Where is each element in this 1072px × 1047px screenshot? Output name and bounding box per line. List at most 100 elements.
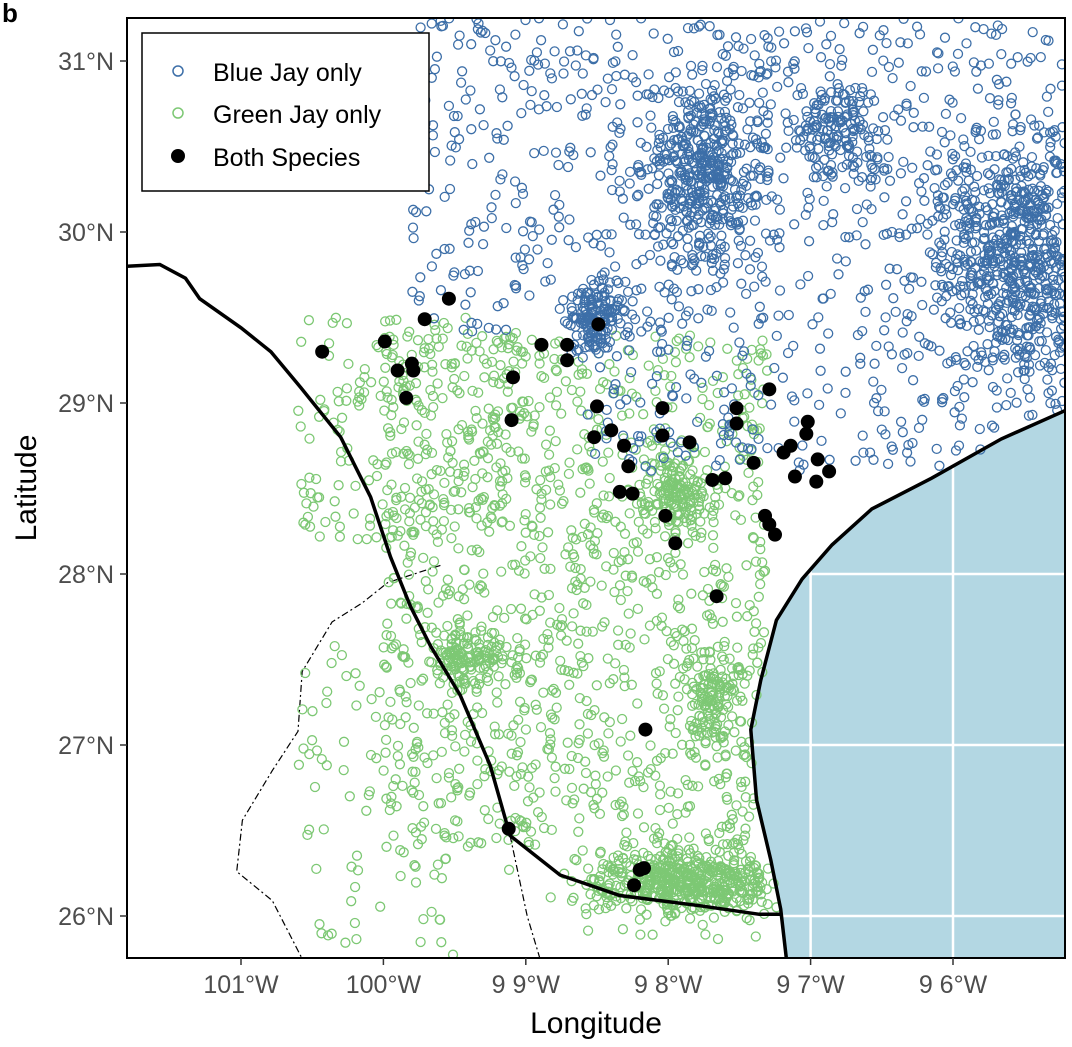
green-jay-point xyxy=(733,369,744,380)
blue-jay-point xyxy=(825,30,837,42)
green-jay-point xyxy=(712,387,723,399)
blue-jay-point xyxy=(801,106,812,117)
blue-jay-point xyxy=(719,106,731,118)
green-jay-point xyxy=(617,853,629,864)
blue-jay-point xyxy=(938,392,949,404)
blue-jay-point xyxy=(840,387,851,399)
green-jay-point xyxy=(650,523,661,534)
blue-jay-point xyxy=(1045,358,1057,369)
blue-jay-point xyxy=(615,99,626,110)
blue-jay-point xyxy=(772,81,783,93)
blue-jay-point xyxy=(545,68,556,79)
green-jay-point xyxy=(680,774,691,786)
both-species-point xyxy=(705,472,720,487)
blue-jay-point xyxy=(466,39,477,50)
blue-jay-point xyxy=(745,372,756,383)
blue-jay-point xyxy=(681,164,693,175)
green-jay-point xyxy=(379,719,391,731)
blue-jay-point xyxy=(1038,308,1049,319)
green-jay-point xyxy=(665,786,676,797)
blue-jay-point xyxy=(803,236,815,247)
blue-jay-point xyxy=(1029,120,1040,131)
green-jay-point xyxy=(427,390,439,402)
blue-jay-point xyxy=(952,265,964,276)
blue-jay-point xyxy=(913,422,925,434)
both-species-point xyxy=(617,438,632,453)
blue-jay-point xyxy=(478,119,489,131)
blue-jay-point xyxy=(932,190,944,201)
green-jay-point xyxy=(382,392,393,403)
blue-jay-point xyxy=(789,26,801,37)
green-jay-point xyxy=(382,618,393,629)
green-jay-point xyxy=(731,355,742,366)
green-jay-point xyxy=(546,752,558,763)
blue-jay-point xyxy=(865,174,876,186)
green-jay-point xyxy=(401,445,412,457)
y-tick-label: 27°N xyxy=(58,732,114,760)
green-jay-point xyxy=(696,527,707,538)
green-jay-point xyxy=(582,728,594,739)
blue-jay-point xyxy=(611,351,623,362)
blue-jay-point xyxy=(783,309,794,321)
green-jay-point xyxy=(589,874,600,885)
blue-jay-point xyxy=(1026,288,1037,299)
blue-jay-point xyxy=(907,162,918,173)
green-jay-point xyxy=(652,364,664,376)
green-jay-point xyxy=(378,642,389,653)
green-jay-point xyxy=(523,771,534,782)
green-jay-point xyxy=(739,749,751,760)
blue-jay-point xyxy=(1000,333,1011,344)
both-species-point xyxy=(441,291,456,306)
blue-jay-point xyxy=(841,140,852,151)
green-jay-point xyxy=(597,787,608,798)
blue-jay-point xyxy=(700,173,711,184)
blue-jay-point xyxy=(878,25,889,36)
green-jay-point xyxy=(572,444,583,455)
green-jay-point xyxy=(453,504,464,515)
green-jay-point xyxy=(757,350,769,361)
green-jay-point xyxy=(743,898,754,909)
green-jay-point xyxy=(510,559,521,570)
blue-jay-point xyxy=(1016,247,1027,258)
green-jay-point xyxy=(491,438,503,449)
green-jay-point xyxy=(723,850,734,861)
green-jay-point xyxy=(668,875,679,886)
blue-jay-point xyxy=(1025,114,1037,125)
blue-jay-point xyxy=(945,356,957,367)
green-jay-point xyxy=(752,489,763,501)
green-jay-point xyxy=(708,505,719,517)
green-jay-point xyxy=(425,384,436,396)
green-jay-point xyxy=(391,801,402,812)
green-jay-point xyxy=(364,513,376,524)
green-jay-point xyxy=(686,510,698,522)
green-jay-point xyxy=(454,388,465,399)
blue-jay-point xyxy=(582,409,593,420)
green-jay-point xyxy=(585,889,596,900)
green-jay-point xyxy=(488,370,500,381)
green-jay-point xyxy=(481,358,492,369)
green-jay-point xyxy=(453,591,464,602)
blue-jay-point xyxy=(916,276,927,287)
blue-jay-point xyxy=(766,42,777,53)
blue-jay-point xyxy=(707,150,718,161)
blue-jay-point xyxy=(1037,164,1049,176)
blue-jay-point xyxy=(999,247,1010,259)
blue-jay-point xyxy=(854,115,865,127)
green-jay-point xyxy=(615,385,626,396)
green-jay-point xyxy=(663,802,674,814)
blue-jay-point xyxy=(665,175,677,186)
green-jay-point xyxy=(446,730,458,742)
blue-jay-point xyxy=(682,335,693,346)
blue-jay-point xyxy=(691,265,702,276)
blue-jay-point xyxy=(635,137,646,149)
blue-jay-point xyxy=(879,125,891,136)
green-jay-point xyxy=(314,531,325,542)
blue-jay-point xyxy=(999,349,1010,360)
blue-jay-point xyxy=(703,233,715,244)
both-species-point xyxy=(762,517,777,532)
green-jay-point xyxy=(744,665,755,676)
blue-jay-point xyxy=(918,173,930,184)
green-jay-point xyxy=(587,626,598,637)
blue-jay-point xyxy=(788,340,799,352)
blue-jay-point xyxy=(599,287,610,298)
